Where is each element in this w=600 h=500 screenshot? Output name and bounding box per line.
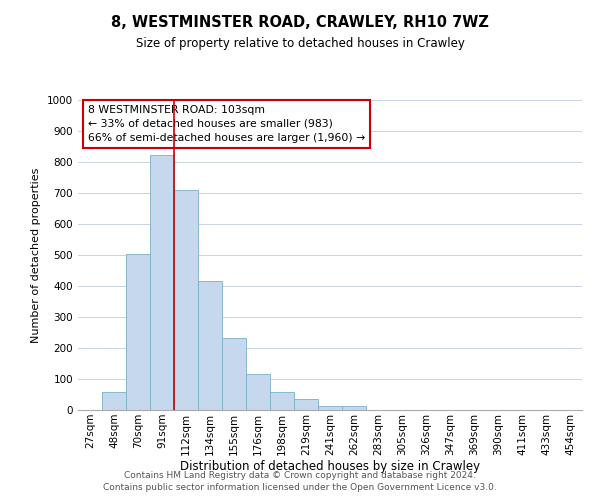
Bar bbox=[126, 254, 150, 410]
Bar bbox=[198, 280, 222, 410]
Y-axis label: Number of detached properties: Number of detached properties bbox=[31, 168, 41, 342]
Bar bbox=[318, 406, 342, 410]
Text: Contains HM Land Registry data © Crown copyright and database right 2024.: Contains HM Land Registry data © Crown c… bbox=[124, 471, 476, 480]
Text: Contains public sector information licensed under the Open Government Licence v3: Contains public sector information licen… bbox=[103, 484, 497, 492]
Bar bbox=[150, 155, 174, 410]
Text: Size of property relative to detached houses in Crawley: Size of property relative to detached ho… bbox=[136, 38, 464, 51]
Text: 8, WESTMINSTER ROAD, CRAWLEY, RH10 7WZ: 8, WESTMINSTER ROAD, CRAWLEY, RH10 7WZ bbox=[111, 15, 489, 30]
Bar bbox=[246, 374, 270, 410]
Bar bbox=[102, 392, 126, 410]
Bar bbox=[174, 190, 198, 410]
Bar bbox=[222, 338, 246, 410]
Text: 8 WESTMINSTER ROAD: 103sqm
← 33% of detached houses are smaller (983)
66% of sem: 8 WESTMINSTER ROAD: 103sqm ← 33% of deta… bbox=[88, 104, 365, 142]
Bar bbox=[342, 406, 366, 410]
X-axis label: Distribution of detached houses by size in Crawley: Distribution of detached houses by size … bbox=[180, 460, 480, 473]
Bar bbox=[294, 399, 318, 410]
Bar bbox=[270, 392, 294, 410]
